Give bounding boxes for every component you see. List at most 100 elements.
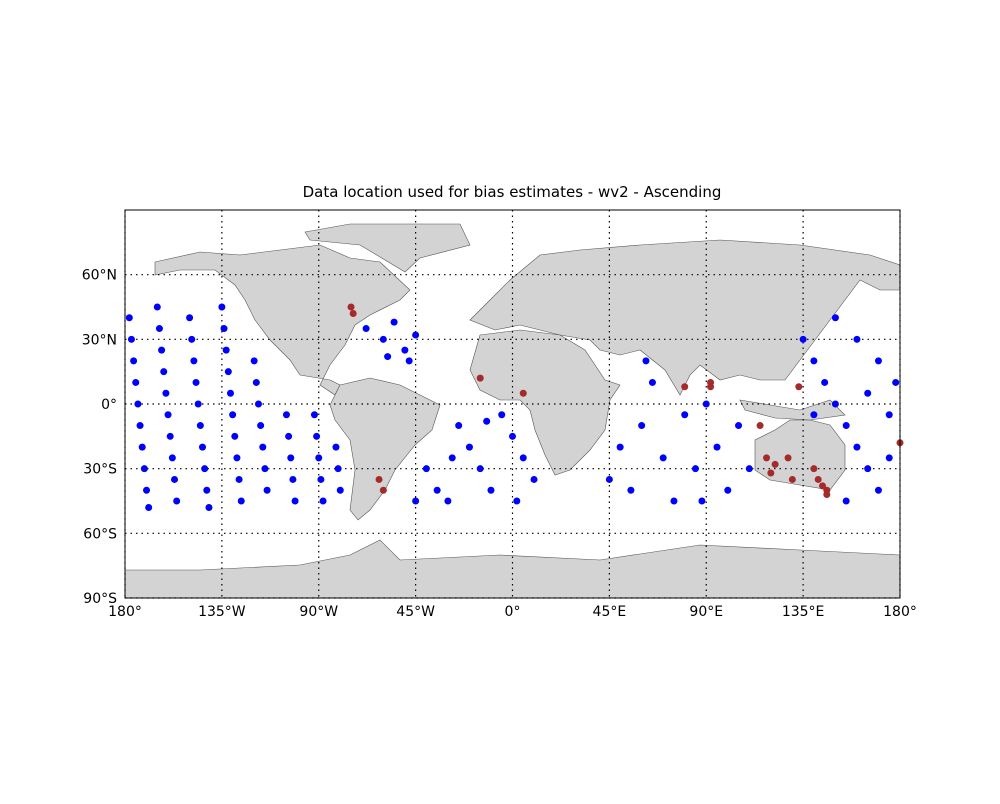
x-tick-label: 180°	[883, 604, 917, 620]
data-point	[513, 497, 521, 505]
data-point	[143, 486, 151, 494]
data-point	[412, 497, 420, 505]
data-point	[487, 486, 495, 494]
data-point	[188, 335, 196, 343]
data-point	[821, 378, 829, 386]
data-point	[530, 475, 538, 483]
data-point	[203, 486, 211, 494]
data-point	[205, 503, 213, 511]
x-tick-label: 180°	[108, 604, 142, 620]
data-point	[885, 411, 893, 419]
data-point	[134, 400, 142, 408]
data-point	[642, 357, 650, 365]
x-tick-label: 135°E	[782, 604, 825, 620]
data-point	[282, 411, 290, 419]
data-point	[681, 411, 689, 419]
data-point	[132, 378, 140, 386]
data-point	[194, 400, 202, 408]
data-point	[405, 357, 413, 365]
data-point	[756, 422, 764, 430]
data-point	[130, 357, 138, 365]
data-point	[412, 331, 420, 339]
data-point	[799, 335, 807, 343]
data-point	[287, 454, 295, 462]
y-tick-label: 30°S	[83, 462, 117, 478]
data-point	[336, 486, 344, 494]
data-point	[771, 460, 779, 468]
chart-title: Data location used for bias estimates - …	[303, 183, 722, 201]
data-point	[362, 325, 370, 333]
data-point	[476, 465, 484, 473]
eurasia	[469, 239, 901, 396]
data-point	[332, 443, 340, 451]
data-point	[767, 469, 775, 477]
data-point	[509, 432, 516, 440]
data-point	[605, 475, 613, 483]
data-point	[465, 443, 473, 451]
data-point	[831, 400, 839, 408]
data-point	[892, 378, 900, 386]
data-point	[315, 454, 323, 462]
data-point	[235, 475, 243, 483]
data-point	[347, 303, 355, 311]
data-point	[444, 497, 452, 505]
data-point	[313, 432, 321, 440]
plot-frame	[124, 209, 901, 599]
data-point	[237, 497, 245, 505]
data-point	[254, 400, 262, 408]
data-point	[702, 400, 710, 408]
data-point	[842, 497, 850, 505]
x-tick-label: 90°E	[689, 604, 723, 620]
land	[124, 223, 901, 599]
data-point	[448, 454, 456, 462]
tick-labels: 180° 135°W 90°W 45°W 0° 45°E 90°E 135°E 180°90°S…	[82, 268, 917, 620]
data-point	[199, 443, 206, 451]
data-point	[659, 454, 667, 462]
data-point	[384, 353, 392, 361]
data-point	[158, 346, 166, 354]
data-point	[455, 422, 463, 430]
data-point	[257, 422, 265, 430]
data-point	[810, 411, 818, 419]
data-point	[476, 374, 484, 382]
data-point	[390, 318, 398, 326]
data-point	[810, 357, 818, 365]
data-point	[375, 475, 383, 483]
points	[125, 303, 904, 511]
data-point	[173, 497, 181, 505]
data-point	[874, 486, 882, 494]
data-point	[788, 475, 796, 483]
data-point	[874, 357, 882, 365]
africa	[469, 329, 621, 476]
data-point	[681, 383, 689, 391]
data-point	[379, 486, 387, 494]
data-point	[259, 443, 267, 451]
x-tick-label: 45°W	[396, 604, 435, 620]
data-point	[164, 411, 172, 419]
data-point	[698, 497, 706, 505]
data-point	[735, 422, 743, 430]
data-point	[291, 497, 299, 505]
data-point	[763, 454, 771, 462]
data-point	[670, 497, 678, 505]
data-point	[831, 314, 839, 322]
data-point	[691, 465, 699, 473]
data-point	[842, 422, 850, 430]
data-point	[226, 389, 234, 397]
data-point	[616, 443, 624, 451]
data-point	[814, 475, 822, 483]
data-point	[864, 465, 872, 473]
data-point	[136, 422, 144, 430]
data-point	[498, 411, 506, 419]
data-point	[153, 303, 161, 311]
data-point	[745, 465, 753, 473]
data-point	[168, 454, 176, 462]
data-point	[784, 454, 792, 462]
data-point	[190, 357, 198, 365]
data-point	[138, 443, 146, 451]
data-point	[231, 432, 239, 440]
data-point	[224, 368, 232, 376]
y-tick-label: 90°S	[83, 591, 117, 607]
data-point	[155, 325, 163, 333]
